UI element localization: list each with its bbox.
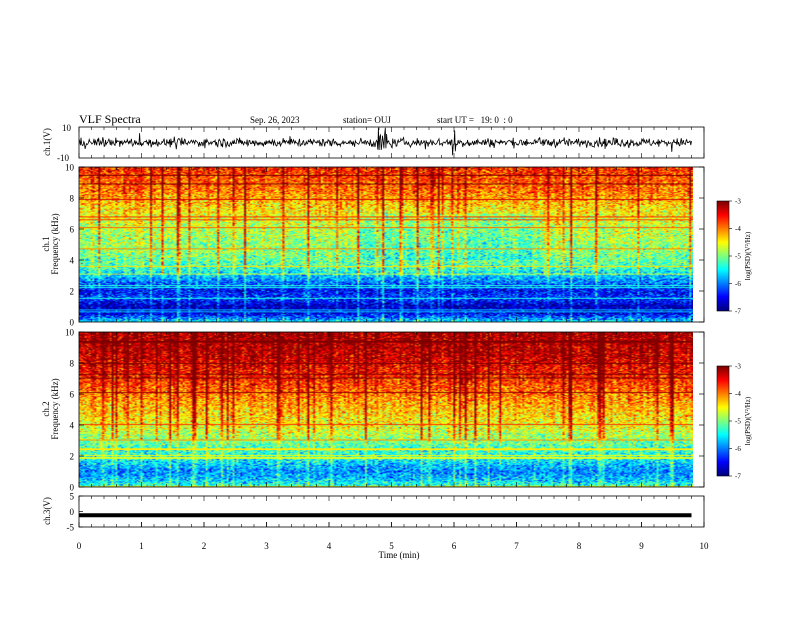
date-label: Sep. 26, 2023 xyxy=(250,115,300,125)
colorbar-tick-label: -4 xyxy=(735,390,741,398)
time-axis-ticks: 0 1 2 3 4 5 6 7 8 9 10 xyxy=(77,522,709,551)
ytick-label: 6 xyxy=(70,225,75,235)
ytick-label: 8 xyxy=(70,194,75,204)
colorbar-tick-label: -7 xyxy=(735,308,741,316)
xtick-label: 7 xyxy=(514,541,519,551)
ytick-label: 0 xyxy=(70,483,75,493)
colorbar-tick-label: -5 xyxy=(735,253,741,261)
spectrogram-ch1-ylabel-line1: ch.1 xyxy=(41,236,51,251)
spectrogram-ch2-ylabel-line1: ch.2 xyxy=(41,401,51,416)
xtick-label: 0 xyxy=(77,541,82,551)
spectrogram-ch1-image xyxy=(79,167,693,322)
spectrogram-ch1-yticks: 0 2 4 6 8 10 xyxy=(65,163,704,328)
ytick-label: 4 xyxy=(70,256,75,266)
xtick-label: 2 xyxy=(202,541,207,551)
xtick-label: 10 xyxy=(700,541,710,551)
colorbar-tick-label: -3 xyxy=(735,198,741,206)
colorbar-ch2-ticks: -3 -4 -5 -6 -7 xyxy=(729,363,741,481)
ch1-ytick-bottom: -10 xyxy=(57,153,69,163)
colorbar-tick-label: -4 xyxy=(735,225,741,233)
colorbar-tick-label: -6 xyxy=(735,280,741,288)
figure-title: VLF Spectra xyxy=(79,112,141,126)
xtick-label: 8 xyxy=(577,541,582,551)
ch1-waveform-ylabel: ch.1(V) xyxy=(42,128,52,156)
colorbar-ch1-image xyxy=(717,201,729,311)
xtick-label: 9 xyxy=(639,541,644,551)
colorbar-ch1-ticks: -3 -4 -5 -6 -7 xyxy=(729,198,741,316)
xtick-label: 5 xyxy=(389,541,394,551)
waveform-ch3-yticks: 5 0 -5 xyxy=(67,492,83,533)
time-axis-label: Time (min) xyxy=(379,550,420,560)
spectrogram-ch1-ylabel-line2: Frequency (kHz) xyxy=(50,213,60,274)
waveform-ch1-trace xyxy=(78,127,692,156)
ytick-label: 4 xyxy=(70,421,75,431)
ch3-ytick-label: 0 xyxy=(70,507,75,517)
xtick-label: 1 xyxy=(139,541,144,551)
colorbar-tick-label: -7 xyxy=(735,473,741,481)
ch3-ytick-label: 5 xyxy=(70,492,75,502)
xtick-label: 6 xyxy=(452,541,457,551)
ch3-waveform-ylabel: ch.3(V) xyxy=(42,497,52,525)
ch3-ytick-label: -5 xyxy=(67,523,75,533)
x-minor-ticks xyxy=(78,127,705,527)
ytick-label: 6 xyxy=(70,390,75,400)
colorbar-tick-label: -6 xyxy=(735,445,741,453)
colorbar-ch2-image xyxy=(717,366,729,476)
ch1-ytick-top: 10 xyxy=(62,123,72,133)
waveform-ch3-panel: 50-5 ch.3(V) 0 1 2 3 4 5 6 7 8 9 10 Time (min) xyxy=(42,492,709,561)
xtick-label: 4 xyxy=(327,541,332,551)
ytick-label: 2 xyxy=(70,287,75,297)
spectrogram-ch2-ylabel-line2: Frequency (kHz) xyxy=(50,378,60,439)
ytick-label: 10 xyxy=(65,163,75,173)
start-time-label: start UT = 19: 0 : 0 xyxy=(437,115,513,125)
ytick-label: 2 xyxy=(70,452,75,462)
ytick-label: 0 xyxy=(70,318,75,328)
xtick-label: 3 xyxy=(264,541,269,551)
colorbar-tick-label: -5 xyxy=(735,418,741,426)
spectrogram-ch2-image xyxy=(79,332,693,487)
colorbar-ch1-label: log(PSD)(V²/Hz) xyxy=(744,231,752,280)
spectrogram-ch2-yticks: 0 2 4 6 8 10 xyxy=(65,328,704,493)
ytick-label: 10 xyxy=(65,328,75,338)
colorbar-ch2-label: log(PSD)(V²/Hz) xyxy=(744,396,752,445)
ytick-label: 8 xyxy=(70,359,75,369)
station-label: station= OUJ xyxy=(343,115,391,125)
colorbar-tick-label: -3 xyxy=(735,363,741,371)
